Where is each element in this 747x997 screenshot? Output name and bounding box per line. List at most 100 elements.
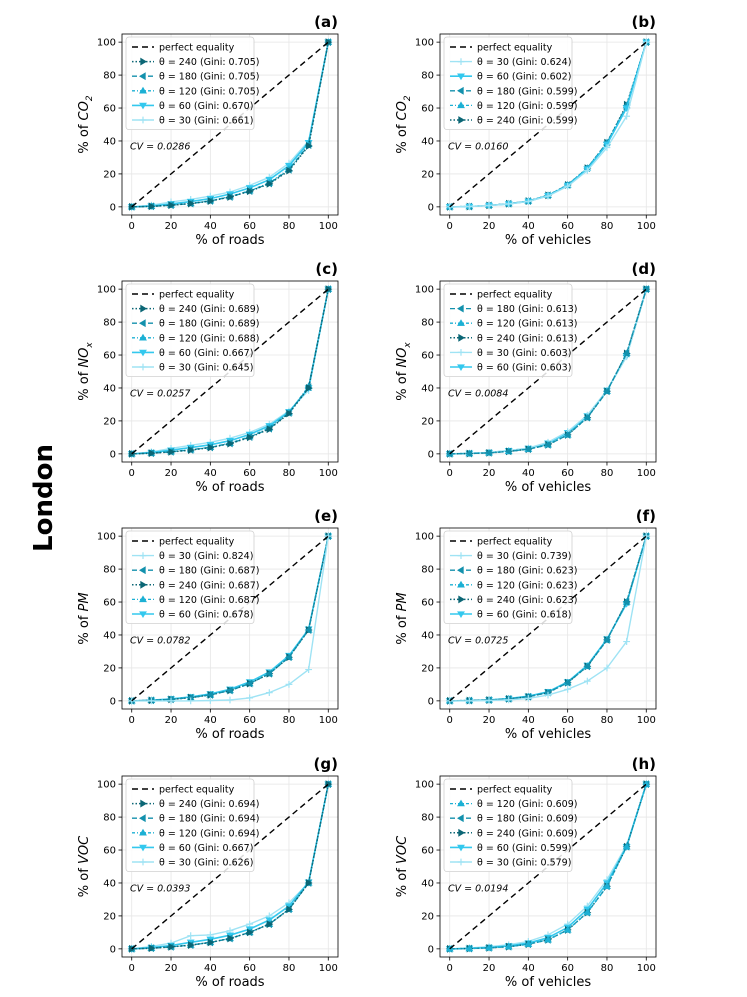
legend-marker [140, 57, 147, 66]
y-tick-label: 60 [421, 351, 434, 362]
axes-frame [439, 280, 657, 463]
y-axis-label: % of CO2 [395, 95, 413, 153]
data-point [266, 179, 274, 188]
legend-box [443, 283, 573, 377]
legend: perfect equality θ = 30 (Gini: 0.824) θ = … [125, 530, 259, 624]
x-tick-label: 60 [561, 221, 574, 232]
panel-label: (g) [314, 755, 338, 773]
legend-entry: perfect equality [132, 785, 235, 796]
legend-marker [457, 101, 465, 109]
y-tick-label: 100 [415, 38, 434, 49]
data-point [246, 433, 254, 442]
y-tick-label: 40 [421, 878, 434, 889]
legend-marker [457, 814, 464, 823]
axes-frame [439, 527, 657, 710]
axes-frame [121, 33, 339, 216]
panel-a: 0 20 40 60 80 100 0 20 40 60 80 100 % of roads % of C… [77, 13, 339, 248]
legend-marker [139, 116, 147, 124]
data-point [563, 925, 572, 933]
legend-entry: θ = 180 (Gini: 0.613) [450, 304, 577, 315]
y-axis-label: % of CO2 [77, 95, 95, 153]
data-point [465, 449, 473, 458]
x-tick-label: 40 [522, 468, 535, 479]
x-tick-label: 0 [129, 715, 135, 726]
legend-label: θ = 30 (Gini: 0.626) [159, 858, 253, 869]
x-tick-label: 100 [637, 221, 656, 232]
data-point [284, 653, 292, 662]
equality-line [131, 535, 329, 702]
data-point [188, 199, 195, 208]
legend-label: θ = 120 (Gini: 0.688) [159, 333, 259, 344]
panel-e: 0 20 40 60 80 100 0 20 40 60 80 100 % of roads % of P… [77, 507, 339, 742]
x-tick-label: 100 [637, 963, 656, 974]
data-point [544, 935, 552, 943]
y-tick-label: 80 [421, 71, 434, 82]
data-point [207, 443, 215, 452]
legend-label: θ = 120 (Gini: 0.694) [159, 828, 259, 839]
legend-label: θ = 240 (Gini: 0.609) [477, 828, 577, 839]
y-tick-label: 0 [110, 944, 116, 955]
data-point [544, 691, 552, 699]
legend-entry: θ = 120 (Gini: 0.687) [132, 595, 259, 606]
data-point [188, 446, 195, 454]
legend-label: θ = 240 (Gini: 0.687) [159, 580, 259, 591]
y-axis-label-quantity: PM [395, 592, 410, 611]
legend-marker [457, 349, 465, 356]
legend-label: θ = 240 (Gini: 0.613) [477, 333, 577, 344]
y-tick-label: 20 [421, 663, 434, 674]
x-tick-label: 80 [601, 468, 614, 479]
x-axis-label: % of roads [195, 975, 264, 990]
data-point [324, 532, 332, 540]
series-theta-240 [129, 38, 333, 211]
legend-marker [457, 86, 464, 95]
data-point [524, 694, 532, 702]
x-tick-label: 0 [447, 715, 453, 726]
legend-label: θ = 240 (Gini: 0.705) [159, 57, 259, 68]
axes-frame [121, 527, 339, 710]
x-tick-label: 80 [601, 715, 614, 726]
legend-label: perfect equality [159, 43, 235, 54]
x-tick-label: 40 [522, 715, 535, 726]
legend-entry: θ = 240 (Gini: 0.694) [132, 799, 259, 810]
series-perfect-equality [131, 783, 329, 950]
legend-label: θ = 60 (Gini: 0.618) [477, 610, 571, 621]
data-point [265, 669, 272, 678]
data-point [265, 689, 273, 697]
legend-entry: θ = 60 (Gini: 0.667) [132, 843, 253, 854]
x-tick-label: 100 [319, 221, 338, 232]
legend-box [443, 778, 573, 872]
data-point [168, 201, 176, 210]
panel-d: 0 20 40 60 80 100 0 20 40 60 80 100 % of vehicles % o… [395, 260, 657, 495]
x-tick-label: 20 [165, 963, 178, 974]
legend-entry: θ = 240 (Gini: 0.687) [132, 580, 259, 591]
y-tick-label: 20 [103, 663, 116, 674]
data-point [207, 197, 215, 206]
legend-entry: θ = 120 (Gini: 0.623) [450, 580, 577, 591]
legend-label: perfect equality [159, 537, 235, 548]
panel-g: 0 20 40 60 80 100 0 20 40 60 80 100 % of roads % of V… [77, 755, 339, 990]
series-perfect-equality [449, 41, 647, 208]
y-tick-label: 0 [428, 696, 434, 707]
data-point [207, 938, 215, 947]
data-point [226, 686, 233, 695]
y-tick-label: 100 [97, 38, 116, 49]
panel-label: (h) [632, 755, 656, 773]
legend-label: θ = 120 (Gini: 0.705) [159, 86, 259, 97]
data-point [622, 598, 630, 606]
y-tick-label: 40 [103, 878, 116, 889]
equality-line [449, 288, 647, 455]
data-point [168, 447, 176, 456]
legend-marker [457, 799, 465, 807]
y-tick-label: 100 [415, 532, 434, 543]
y-tick-label: 40 [103, 630, 116, 641]
y-tick-label: 60 [103, 598, 116, 609]
data-point [266, 425, 274, 434]
legend-entry: θ = 120 (Gini: 0.688) [132, 333, 259, 344]
legend-marker [458, 828, 465, 837]
x-tick-label: 100 [637, 468, 656, 479]
y-tick-label: 60 [103, 846, 116, 857]
legend-label: θ = 30 (Gini: 0.824) [159, 551, 253, 562]
x-tick-label: 20 [165, 221, 178, 232]
y-axis-label: % of NOx [77, 342, 95, 401]
legend-marker [139, 611, 147, 618]
